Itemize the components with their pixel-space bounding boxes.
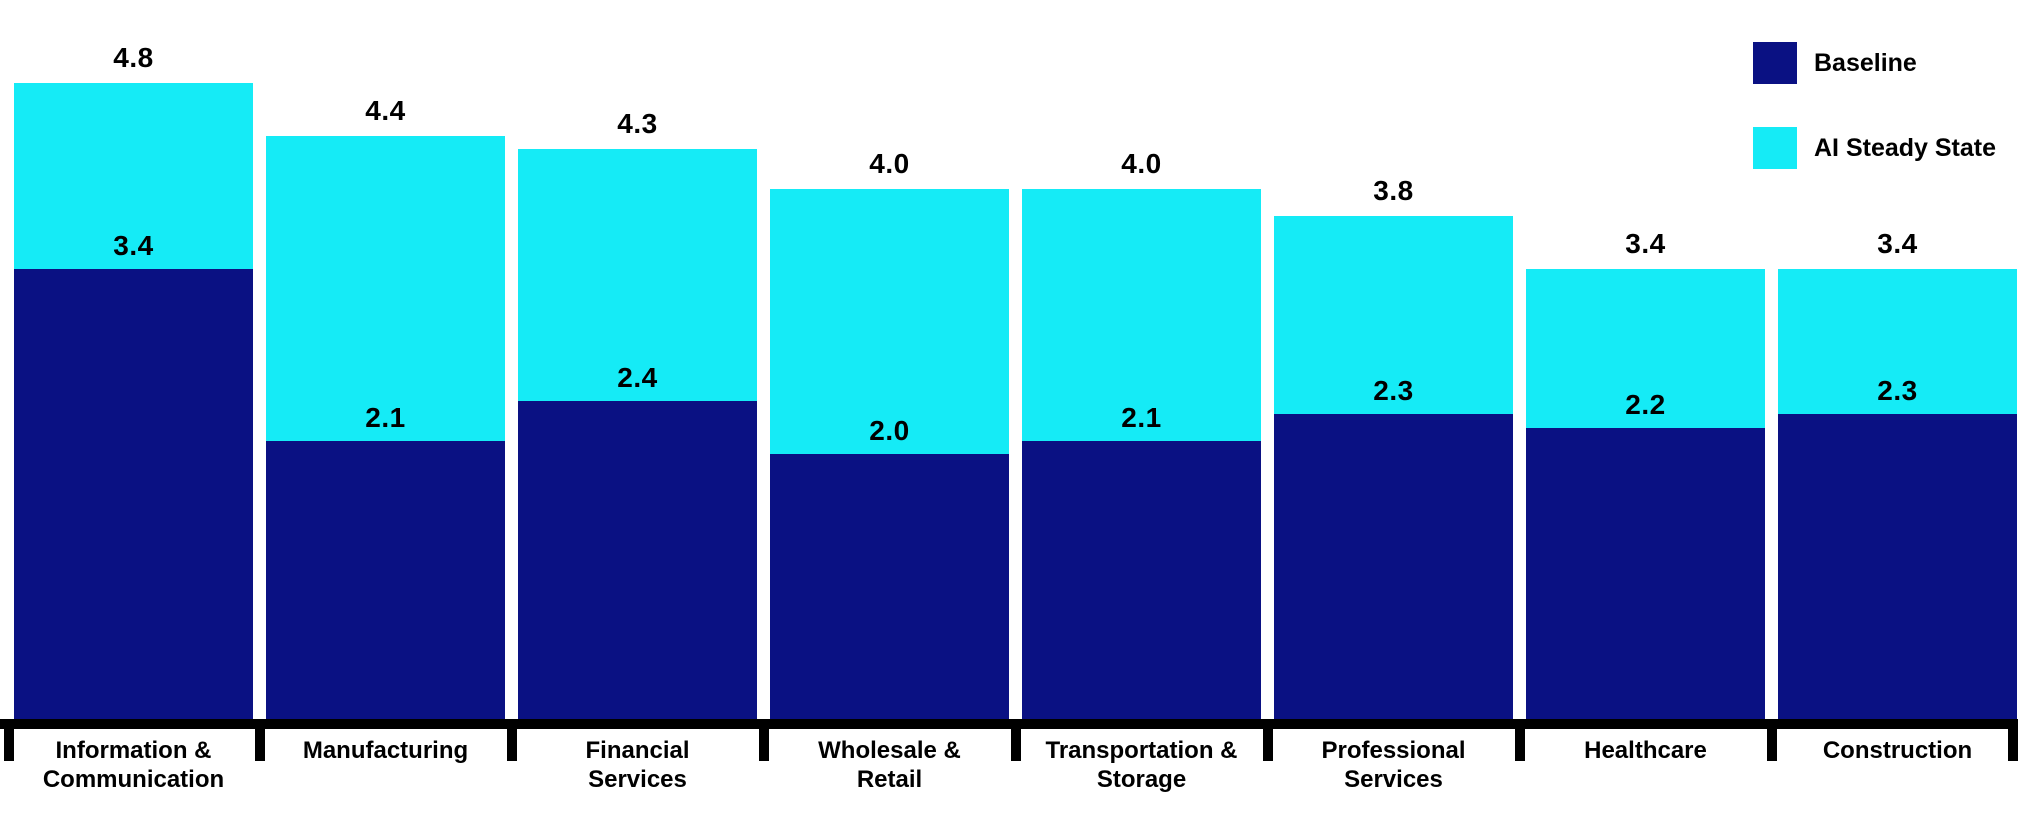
total-value-label: 4.4 <box>365 95 406 126</box>
ai-steady-state-swatch-icon <box>1753 127 1797 169</box>
baseline-value-label: 2.1 <box>365 401 406 433</box>
legend-item-ai-steady-state: AI Steady State <box>1753 127 1996 169</box>
category-label-line: Manufacturing <box>302 737 469 764</box>
category-label-line: Professional <box>1321 737 1466 764</box>
x-axis-line <box>0 719 2018 729</box>
baseline-swatch-icon <box>1753 42 1797 84</box>
baseline-value-label: 2.0 <box>869 415 910 446</box>
legend: Baseline AI Steady State <box>1753 42 1996 169</box>
x-axis-tick <box>4 719 14 761</box>
category-label-line: Construction <box>1822 737 1973 764</box>
legend-label-ai-steady-state: AI Steady State <box>1814 133 1997 162</box>
category-label: Transportation & Storage <box>1002 736 1281 794</box>
category-label-line: Transportation & <box>1045 737 1238 764</box>
category-label: Professional Services <box>1254 736 1533 794</box>
bar-segment-baseline <box>266 440 505 719</box>
x-axis-tick <box>1262 719 1273 761</box>
baseline-value-label: 2.2 <box>1625 388 1666 420</box>
bar-segment-ai-steady-state <box>1778 268 2017 415</box>
category-label: Information & Communication <box>0 736 273 794</box>
baseline-value-label: 2.4 <box>617 362 658 393</box>
category-label-line: Services <box>1344 766 1443 793</box>
category-label-line: Information & <box>55 737 212 764</box>
x-axis-tick <box>2008 719 2018 761</box>
x-axis-tick <box>1010 719 1021 761</box>
total-value-label: 4.0 <box>869 148 910 179</box>
baseline-value-label: 2.3 <box>1877 375 1918 407</box>
x-axis-tick <box>254 719 265 761</box>
legend-item-baseline: Baseline <box>1753 42 1996 84</box>
x-axis-tick <box>1514 719 1525 761</box>
baseline-value-label: 2.3 <box>1373 375 1414 407</box>
total-value-label: 3.8 <box>1373 174 1414 206</box>
total-value-label: 4.0 <box>1121 148 1162 179</box>
bar-segment-ai-steady-state <box>14 83 253 269</box>
bar-segment-ai-steady-state <box>1022 189 1261 441</box>
x-axis-tick <box>506 719 517 761</box>
baseline-value-label: 2.1 <box>1121 401 1162 433</box>
total-value-label: 3.4 <box>1625 227 1666 259</box>
category-label: Financial Services <box>498 736 777 794</box>
category-label-line: Communication <box>42 766 225 793</box>
category-label-line: Healthcare <box>1584 737 1707 764</box>
bar-segment-baseline <box>1274 414 1513 719</box>
bar-segment-baseline <box>1778 414 2017 719</box>
baseline-value-label: 3.4 <box>113 229 154 261</box>
category-label: Wholesale & Retail <box>750 736 1029 794</box>
bar-segment-baseline <box>14 268 253 719</box>
total-value-label: 4.3 <box>617 108 658 140</box>
bar-segment-ai-steady-state <box>770 189 1009 454</box>
total-value-label: 3.4 <box>1877 227 1918 259</box>
category-label: Construction <box>1758 736 2018 765</box>
category-label-line: Wholesale & <box>818 737 961 764</box>
bar-segment-baseline <box>1526 427 1765 719</box>
bar-segment-baseline <box>1022 440 1261 719</box>
bar-segment-ai-steady-state <box>1526 268 1765 428</box>
bar-segment-baseline <box>518 401 757 719</box>
category-label-line: Services <box>588 766 687 793</box>
x-axis-tick <box>758 719 769 761</box>
bar-segment-baseline <box>770 454 1009 719</box>
bar-segment-ai-steady-state <box>518 149 757 401</box>
bar-segment-ai-steady-state <box>266 136 505 441</box>
category-label: Healthcare <box>1506 736 1785 765</box>
total-value-label: 4.8 <box>113 42 154 73</box>
category-label-line: Retail <box>856 766 923 793</box>
category-label-line: Financial <box>585 737 690 764</box>
legend-label-baseline: Baseline <box>1814 48 1917 77</box>
bar-segment-ai-steady-state <box>1274 215 1513 415</box>
category-label: Manufacturing <box>246 736 525 765</box>
x-axis-tick <box>1766 719 1777 761</box>
category-label-line: Storage <box>1096 766 1187 793</box>
